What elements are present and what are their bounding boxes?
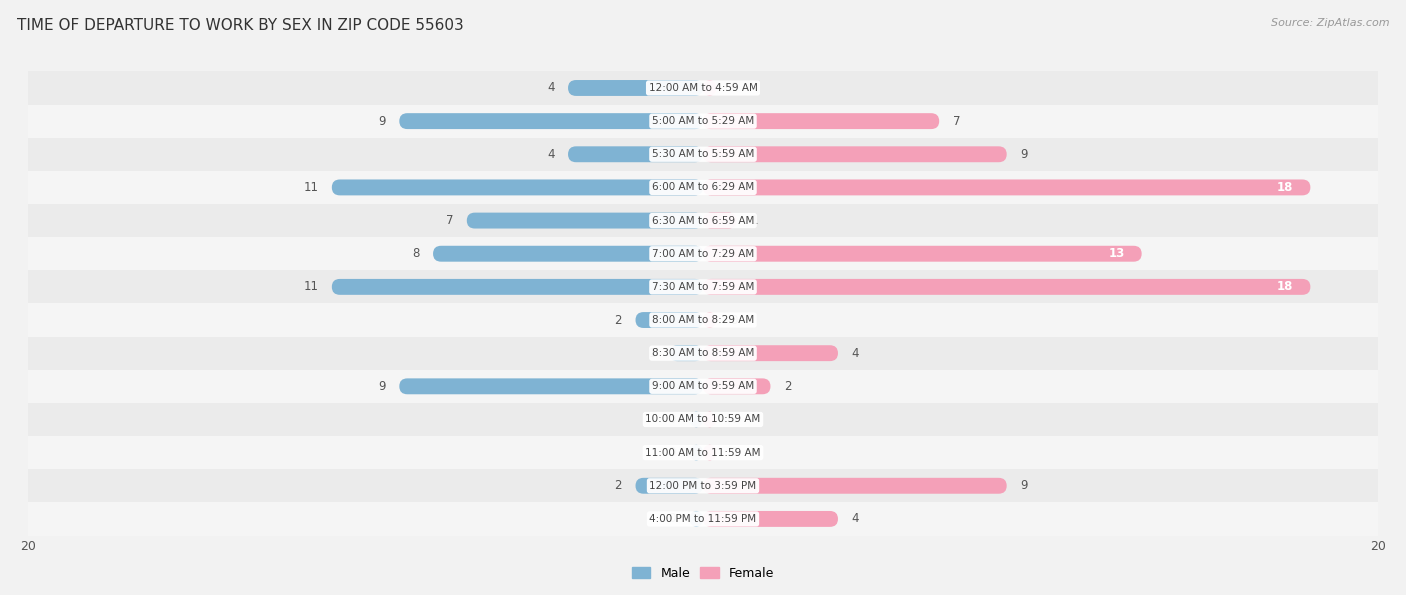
FancyBboxPatch shape	[332, 180, 703, 195]
Text: 12:00 PM to 3:59 PM: 12:00 PM to 3:59 PM	[650, 481, 756, 491]
Text: 4: 4	[852, 347, 859, 359]
FancyBboxPatch shape	[703, 412, 717, 427]
Bar	[28, 105, 1378, 137]
FancyBboxPatch shape	[689, 412, 703, 427]
Bar	[28, 171, 1378, 204]
Text: 9: 9	[1021, 480, 1028, 492]
FancyBboxPatch shape	[703, 246, 1142, 262]
Bar	[28, 71, 1378, 105]
Text: 8:00 AM to 8:29 AM: 8:00 AM to 8:29 AM	[652, 315, 754, 325]
FancyBboxPatch shape	[703, 345, 838, 361]
Text: 5:00 AM to 5:29 AM: 5:00 AM to 5:29 AM	[652, 116, 754, 126]
FancyBboxPatch shape	[467, 212, 703, 228]
Text: 12:00 AM to 4:59 AM: 12:00 AM to 4:59 AM	[648, 83, 758, 93]
FancyBboxPatch shape	[433, 246, 703, 262]
Text: 18: 18	[1277, 181, 1294, 194]
FancyBboxPatch shape	[399, 378, 703, 394]
Text: 10:00 AM to 10:59 AM: 10:00 AM to 10:59 AM	[645, 415, 761, 424]
Text: 13: 13	[1108, 248, 1125, 260]
Bar	[28, 270, 1378, 303]
Text: 11: 11	[304, 181, 318, 194]
Text: 9:00 AM to 9:59 AM: 9:00 AM to 9:59 AM	[652, 381, 754, 392]
Text: 4:00 PM to 11:59 PM: 4:00 PM to 11:59 PM	[650, 514, 756, 524]
FancyBboxPatch shape	[703, 378, 770, 394]
FancyBboxPatch shape	[703, 180, 1310, 195]
Text: Source: ZipAtlas.com: Source: ZipAtlas.com	[1271, 18, 1389, 28]
FancyBboxPatch shape	[703, 478, 1007, 494]
Text: 11:00 AM to 11:59 AM: 11:00 AM to 11:59 AM	[645, 447, 761, 458]
Text: 4: 4	[547, 148, 554, 161]
FancyBboxPatch shape	[703, 444, 717, 461]
Text: 5:30 AM to 5:59 AM: 5:30 AM to 5:59 AM	[652, 149, 754, 159]
FancyBboxPatch shape	[689, 444, 703, 461]
Text: 7:00 AM to 7:29 AM: 7:00 AM to 7:29 AM	[652, 249, 754, 259]
Text: 0: 0	[730, 82, 737, 95]
Text: 2: 2	[614, 314, 621, 327]
FancyBboxPatch shape	[703, 279, 1310, 295]
Text: 0: 0	[669, 446, 676, 459]
FancyBboxPatch shape	[332, 279, 703, 295]
FancyBboxPatch shape	[636, 478, 703, 494]
Text: 11: 11	[304, 280, 318, 293]
Text: 0: 0	[669, 413, 676, 426]
Text: 6:30 AM to 6:59 AM: 6:30 AM to 6:59 AM	[652, 215, 754, 226]
Text: 0: 0	[669, 512, 676, 525]
Text: 0: 0	[730, 314, 737, 327]
Text: 2: 2	[785, 380, 792, 393]
Text: 18: 18	[1277, 280, 1294, 293]
Bar	[28, 369, 1378, 403]
Bar	[28, 303, 1378, 337]
FancyBboxPatch shape	[568, 146, 703, 162]
Text: 6:00 AM to 6:29 AM: 6:00 AM to 6:29 AM	[652, 183, 754, 192]
Text: 4: 4	[852, 512, 859, 525]
Text: 7: 7	[446, 214, 453, 227]
Bar	[28, 436, 1378, 469]
FancyBboxPatch shape	[703, 511, 838, 527]
Bar	[28, 502, 1378, 536]
Text: 7: 7	[953, 115, 960, 127]
Bar	[28, 337, 1378, 369]
FancyBboxPatch shape	[669, 345, 703, 361]
Text: 9: 9	[378, 115, 385, 127]
FancyBboxPatch shape	[703, 146, 1007, 162]
Text: 8: 8	[412, 248, 419, 260]
Text: 2: 2	[614, 480, 621, 492]
Bar	[28, 204, 1378, 237]
Bar	[28, 237, 1378, 270]
Text: 0: 0	[730, 446, 737, 459]
FancyBboxPatch shape	[703, 212, 737, 228]
Bar	[28, 403, 1378, 436]
Text: 0: 0	[730, 413, 737, 426]
Text: 7:30 AM to 7:59 AM: 7:30 AM to 7:59 AM	[652, 282, 754, 292]
Text: 9: 9	[1021, 148, 1028, 161]
Text: 1: 1	[648, 347, 655, 359]
Text: 9: 9	[378, 380, 385, 393]
FancyBboxPatch shape	[703, 312, 717, 328]
Bar	[28, 469, 1378, 502]
FancyBboxPatch shape	[636, 312, 703, 328]
FancyBboxPatch shape	[689, 511, 703, 527]
Bar	[28, 137, 1378, 171]
FancyBboxPatch shape	[399, 113, 703, 129]
Text: 4: 4	[547, 82, 554, 95]
Text: TIME OF DEPARTURE TO WORK BY SEX IN ZIP CODE 55603: TIME OF DEPARTURE TO WORK BY SEX IN ZIP …	[17, 18, 464, 33]
FancyBboxPatch shape	[568, 80, 703, 96]
Legend: Male, Female: Male, Female	[627, 562, 779, 585]
FancyBboxPatch shape	[703, 113, 939, 129]
FancyBboxPatch shape	[703, 80, 717, 96]
Text: 8:30 AM to 8:59 AM: 8:30 AM to 8:59 AM	[652, 348, 754, 358]
Text: 1: 1	[751, 214, 758, 227]
